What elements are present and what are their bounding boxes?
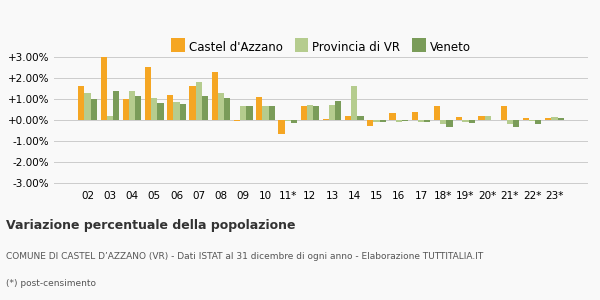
Bar xyxy=(234,120,240,121)
Bar xyxy=(101,57,107,120)
Bar xyxy=(278,120,284,134)
Bar xyxy=(301,106,307,120)
Bar xyxy=(513,120,519,127)
Bar xyxy=(107,116,113,120)
Bar xyxy=(500,106,507,120)
Bar xyxy=(85,93,91,120)
Text: COMUNE DI CASTEL D’AZZANO (VR) - Dati ISTAT al 31 dicembre di ogni anno - Elabor: COMUNE DI CASTEL D’AZZANO (VR) - Dati IS… xyxy=(6,252,483,261)
Bar xyxy=(224,98,230,120)
Bar xyxy=(478,116,485,120)
Bar xyxy=(395,120,402,122)
Bar xyxy=(535,120,541,124)
Bar xyxy=(218,93,224,120)
Bar xyxy=(367,120,373,126)
Bar xyxy=(135,96,142,120)
Bar xyxy=(345,116,351,120)
Bar xyxy=(389,113,395,120)
Bar xyxy=(240,106,247,120)
Bar xyxy=(557,118,564,120)
Bar xyxy=(358,116,364,120)
Bar xyxy=(157,103,164,120)
Bar xyxy=(412,112,418,120)
Text: Variazione percentuale della popolazione: Variazione percentuale della popolazione xyxy=(6,219,296,232)
Bar xyxy=(256,97,262,120)
Bar xyxy=(284,120,291,121)
Bar xyxy=(129,91,135,120)
Bar xyxy=(202,96,208,120)
Bar xyxy=(313,106,319,120)
Bar xyxy=(529,120,535,121)
Bar xyxy=(269,106,275,120)
Bar xyxy=(196,82,202,120)
Bar xyxy=(190,86,196,120)
Bar xyxy=(469,120,475,123)
Bar xyxy=(113,91,119,120)
Bar xyxy=(167,95,173,120)
Bar xyxy=(373,120,380,122)
Bar xyxy=(91,99,97,120)
Bar xyxy=(179,104,186,120)
Bar xyxy=(212,72,218,120)
Bar xyxy=(247,106,253,120)
Bar xyxy=(545,118,551,120)
Bar xyxy=(446,120,452,127)
Bar xyxy=(262,106,269,120)
Bar xyxy=(440,120,446,124)
Bar xyxy=(456,117,463,120)
Bar xyxy=(424,120,430,122)
Bar xyxy=(463,120,469,122)
Bar xyxy=(151,98,157,120)
Bar xyxy=(145,67,151,120)
Text: (*) post-censimento: (*) post-censimento xyxy=(6,279,96,288)
Bar xyxy=(173,102,179,120)
Bar xyxy=(523,118,529,120)
Bar xyxy=(291,120,297,123)
Bar xyxy=(485,116,491,120)
Bar xyxy=(551,117,557,120)
Bar xyxy=(329,105,335,120)
Bar xyxy=(402,120,408,121)
Bar xyxy=(335,101,341,120)
Bar xyxy=(434,106,440,120)
Bar xyxy=(380,120,386,122)
Bar xyxy=(307,105,313,120)
Bar xyxy=(418,120,424,122)
Bar xyxy=(507,120,513,124)
Bar xyxy=(351,86,358,120)
Bar xyxy=(123,99,129,120)
Bar xyxy=(78,86,85,120)
Legend: Castel d'Azzano, Provincia di VR, Veneto: Castel d'Azzano, Provincia di VR, Veneto xyxy=(166,36,476,58)
Bar xyxy=(323,119,329,120)
